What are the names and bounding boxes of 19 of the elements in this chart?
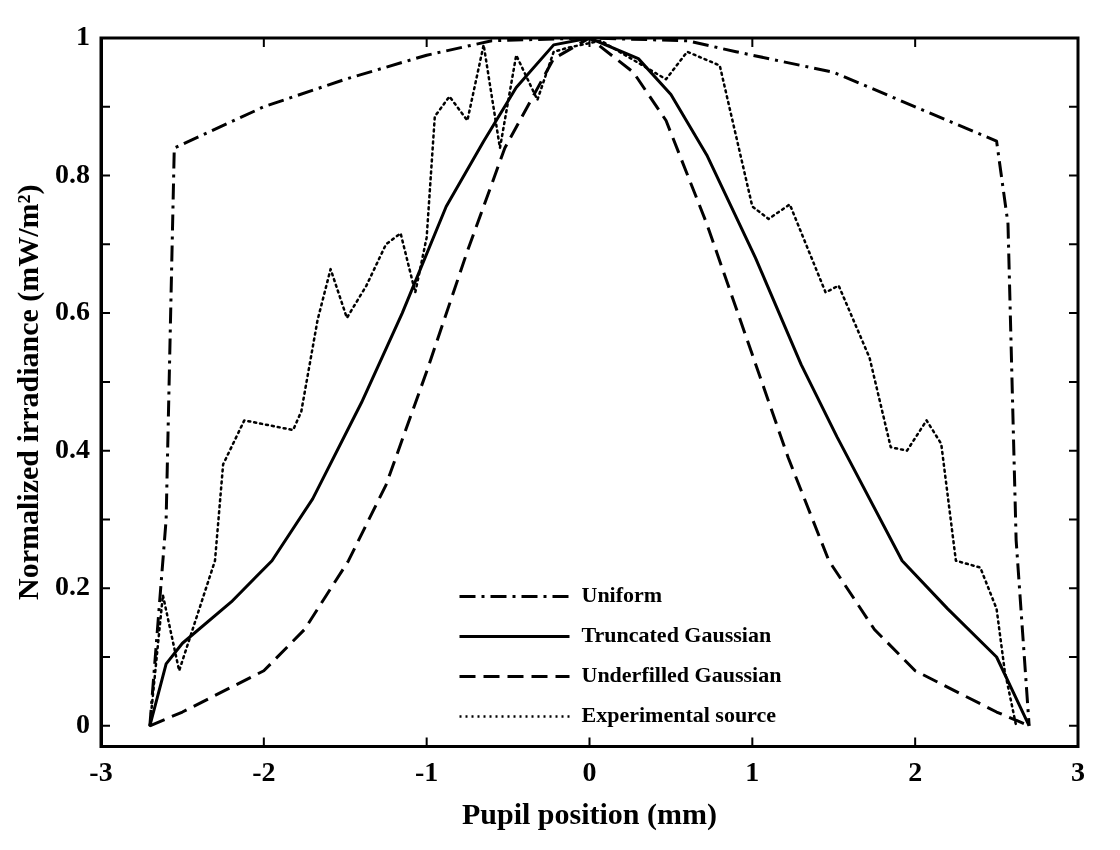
x-tick-label: 1 [745,756,760,788]
legend-label: Underfilled Gaussian [581,662,782,688]
x-tick-label: 0 [582,756,597,788]
x-axis-title: Pupil position (mm) [461,796,718,831]
x-tick-label: 3 [1071,756,1085,788]
y-tick-label: 0.4 [55,432,90,464]
x-tick-label: 2 [908,756,923,788]
y-tick-label: 0 [76,708,90,739]
x-tick-label: -1 [415,756,439,788]
y-tick-label: 0.8 [55,157,90,189]
x-tick-label: -2 [252,756,276,788]
y-tick-label: 1 [76,20,90,52]
legend-label: Truncated Gaussian [581,622,772,648]
y-tick-label: 0.2 [55,570,90,602]
y-axis-title: Normalized irradiance (mW/m²) [10,184,45,600]
x-tick-label: -3 [89,756,113,788]
y-tick-label: 0.6 [55,295,90,327]
legend-label: Uniform [581,582,663,608]
legend-label: Experimental source [581,702,777,728]
